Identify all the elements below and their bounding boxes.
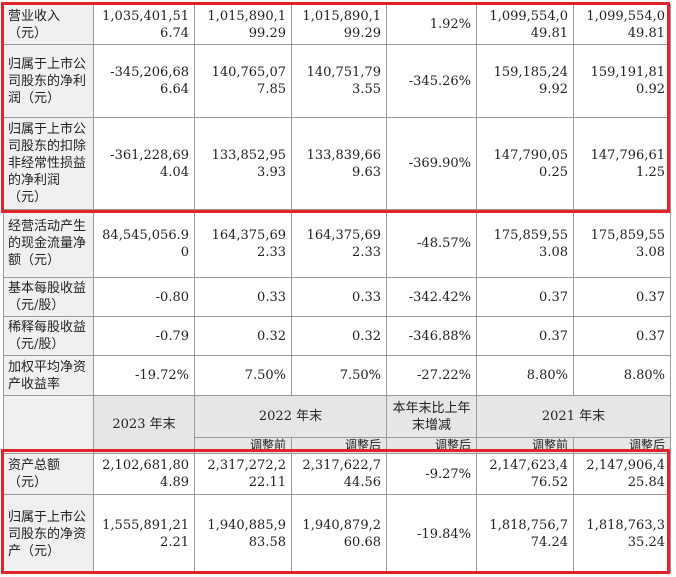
row-label: 营业收入（元） — [3, 4, 94, 45]
value-cell: 1,015,890,199.29 — [291, 4, 387, 45]
row-label: 归属于上市公司股东的净资产（元） — [3, 494, 94, 574]
header-cell: 2023 年末 — [93, 395, 195, 454]
value-cell: 140,751,793.55 — [291, 44, 387, 118]
value-cell: 175,859,553.08 — [476, 209, 574, 278]
value-cell: 1.92% — [386, 4, 477, 45]
row-label: 基本每股收益（元/股） — [3, 277, 94, 317]
value-cell: 1,099,554,049.81 — [476, 4, 574, 45]
value-cell: 133,839,669.63 — [291, 117, 387, 210]
sub-header-cell: 调整后 — [386, 437, 477, 454]
value-cell: 2,147,623,476.52 — [476, 453, 574, 495]
table-row: 归属于上市公司股东的净资产（元） 1,555,891,212.21 1,940,88… — [3, 494, 671, 574]
value-cell: 84,545,056.90 — [93, 209, 195, 278]
value-cell: -27.22% — [386, 355, 477, 396]
value-cell: 1,940,885,983.58 — [194, 494, 292, 574]
value-cell: -48.57% — [386, 209, 477, 278]
value-cell: -342.42% — [386, 277, 477, 317]
value-cell: 1,555,891,212.21 — [93, 494, 195, 574]
value-cell: -345,206,686.64 — [93, 44, 195, 118]
value-cell: 2,317,272,222.11 — [194, 453, 292, 495]
value-cell: 164,375,692.33 — [194, 209, 292, 278]
value-cell: 2,102,681,804.89 — [93, 453, 195, 495]
value-cell: 0.37 — [573, 277, 671, 317]
value-cell: 0.33 — [194, 277, 292, 317]
value-cell: -361,228,694.04 — [93, 117, 195, 210]
value-cell: 7.50% — [194, 355, 292, 396]
value-cell: 140,765,077.85 — [194, 44, 292, 118]
header-cell: 2021 年末 — [476, 395, 671, 438]
value-cell: 1,015,890,199.29 — [194, 4, 292, 45]
value-cell: 0.33 — [291, 277, 387, 317]
row-label: 经营活动产生的现金流量净额（元） — [3, 209, 94, 278]
value-cell: 1,035,401,516.74 — [93, 4, 195, 45]
value-cell: 1,099,554,049.81 — [573, 4, 671, 45]
value-cell: 147,790,050.25 — [476, 117, 574, 210]
table-row: 营业收入（元） 1,035,401,516.74 1,015,890,199.29 1… — [3, 4, 671, 45]
value-cell: 0.32 — [291, 316, 387, 356]
value-cell: 0.37 — [476, 316, 574, 356]
table-row: 归属于上市公司股东的扣除非经常性损益的净利润（元） -361,228,694.04… — [3, 117, 671, 210]
row-label: 加权平均净资产收益率 — [3, 355, 94, 396]
value-cell: -346.88% — [386, 316, 477, 356]
table-row: 资产总额（元） 2,102,681,804.89 2,317,272,222.11 2… — [3, 453, 671, 495]
value-cell: -345.26% — [386, 44, 477, 118]
table-row: 归属于上市公司股东的净利润（元） -345,206,686.64 140,765,0… — [3, 44, 671, 118]
value-cell: 147,796,611.25 — [573, 117, 671, 210]
row-label: 资产总额（元） — [3, 453, 94, 495]
value-cell: 1,818,756,774.24 — [476, 494, 574, 574]
value-cell: 2,147,906,425.84 — [573, 453, 671, 495]
value-cell: 8.80% — [573, 355, 671, 396]
value-cell: -0.80 — [93, 277, 195, 317]
financial-table: 营业收入（元） 1,035,401,516.74 1,015,890,199.29 1… — [3, 4, 671, 574]
value-cell: 2,317,622,744.56 — [291, 453, 387, 495]
row-label: 稀释每股收益（元/股） — [3, 316, 94, 356]
value-cell: 159,185,249.92 — [476, 44, 574, 118]
value-cell: 1,940,879,260.68 — [291, 494, 387, 574]
table-row: 加权平均净资产收益率 -19.72% 7.50% 7.50% -27.22% 8.80% 8… — [3, 355, 671, 396]
header-cell: 本年末比上年末增减 — [386, 395, 477, 438]
table-row: 经营活动产生的现金流量净额（元） 84,545,056.90 164,375,692… — [3, 209, 671, 278]
row-label: 归属于上市公司股东的扣除非经常性损益的净利润（元） — [3, 117, 94, 210]
value-cell: -369.90% — [386, 117, 477, 210]
sub-header-cell: 调整前 — [476, 437, 574, 454]
value-cell: 0.37 — [476, 277, 574, 317]
value-cell: 133,852,953.93 — [194, 117, 292, 210]
value-cell: 8.80% — [476, 355, 574, 396]
row-label: 归属于上市公司股东的净利润（元） — [3, 44, 94, 118]
table-row: 2023 年末 2022 年末 本年末比上年末增减 2021 年末 — [3, 395, 671, 454]
value-cell: 7.50% — [291, 355, 387, 396]
value-cell: -9.27% — [386, 453, 477, 495]
value-cell: -19.72% — [93, 355, 195, 396]
value-cell: 0.37 — [573, 316, 671, 356]
header-cell: 2022 年末 — [194, 395, 387, 438]
sub-header-cell: 调整后 — [573, 437, 671, 454]
sub-header-cell: 调整前 — [194, 437, 292, 454]
value-cell: 1,818,763,335.24 — [573, 494, 671, 574]
value-cell: -0.79 — [93, 316, 195, 356]
value-cell: -19.84% — [386, 494, 477, 574]
value-cell: 164,375,692.33 — [291, 209, 387, 278]
table-row: 基本每股收益（元/股） -0.80 0.33 0.33 -342.42% 0.37 0.37 — [3, 277, 671, 317]
value-cell: 0.32 — [194, 316, 292, 356]
sub-header-cell: 调整后 — [291, 437, 387, 454]
table-row: 稀释每股收益（元/股） -0.79 0.32 0.32 -346.88% 0.37 0.37 — [3, 316, 671, 356]
value-cell: 159,191,810.92 — [573, 44, 671, 118]
value-cell: 175,859,553.08 — [573, 209, 671, 278]
header-blank — [3, 395, 94, 454]
